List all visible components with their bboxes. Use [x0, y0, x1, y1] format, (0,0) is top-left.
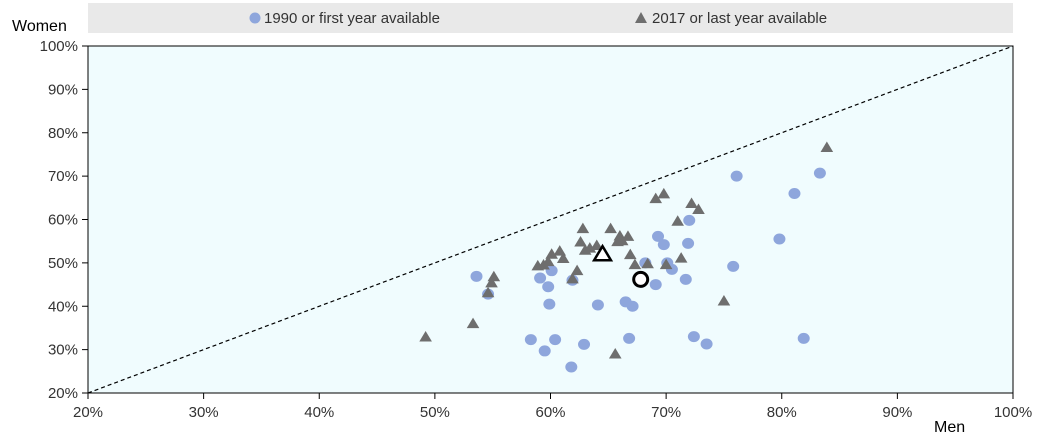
y-axis-title: Women — [12, 18, 67, 35]
point-2017 — [576, 222, 590, 234]
point-2017 — [820, 141, 834, 152]
point-1990 — [797, 332, 810, 344]
point-2017 — [623, 248, 637, 260]
y-tick-label: 20% — [48, 385, 78, 402]
point-1990 — [682, 237, 695, 249]
point-1990 — [538, 345, 551, 357]
point-1990 — [652, 230, 665, 242]
point-1990 — [543, 298, 556, 310]
average-2017-marker — [591, 243, 614, 262]
point-1990 — [578, 338, 591, 350]
point-1990 — [679, 273, 692, 285]
legend-marker-1990 — [249, 12, 261, 24]
point-1990 — [649, 279, 662, 291]
x-axis-title: Men — [934, 419, 965, 436]
legend-label-2017: 2017 or last year available — [652, 10, 827, 27]
y-tick-label: 60% — [48, 212, 78, 229]
point-2017 — [485, 276, 498, 288]
point-2017 — [466, 317, 480, 329]
point-1990 — [773, 233, 786, 245]
point-1990 — [565, 361, 578, 373]
point-2017 — [621, 230, 635, 241]
point-2017 — [615, 234, 629, 246]
legend-label-1990: 1990 or first year available — [264, 10, 440, 27]
point-1990 — [524, 334, 537, 346]
x-tick-label: 50% — [420, 404, 450, 421]
point-2017 — [487, 270, 501, 282]
x-tick-label: 60% — [535, 404, 565, 421]
point-1990 — [470, 270, 483, 282]
legend-background — [88, 3, 1013, 33]
x-tick-label: 100% — [994, 404, 1032, 421]
point-1990 — [623, 332, 636, 344]
point-2017 — [553, 245, 567, 256]
points-layer — [419, 141, 834, 373]
point-2017 — [419, 331, 432, 342]
point-2017 — [604, 222, 617, 234]
y-tick-label: 80% — [48, 125, 78, 142]
point-1990 — [687, 331, 700, 343]
point-2017 — [657, 187, 671, 199]
x-tick-label: 80% — [767, 404, 797, 421]
point-2017 — [717, 295, 731, 306]
y-tick-label: 100% — [40, 38, 78, 55]
point-1990 — [813, 167, 826, 179]
x-tick-label: 20% — [73, 404, 103, 421]
point-2017 — [590, 239, 604, 251]
x-tick-label: 70% — [651, 404, 681, 421]
legend-marker-2017 — [635, 12, 647, 23]
point-2017 — [566, 272, 579, 284]
y-tick-label: 40% — [48, 298, 78, 315]
point-1990 — [549, 334, 562, 346]
point-2017 — [671, 215, 684, 226]
point-2017 — [649, 192, 663, 204]
point-1990 — [591, 299, 604, 311]
point-1990 — [727, 260, 740, 272]
x-tick-label: 90% — [882, 404, 912, 421]
reference-line-layer — [87, 45, 1014, 394]
y-tick-label: 30% — [48, 342, 78, 359]
point-1990 — [657, 239, 670, 251]
y-tick-label: 90% — [48, 81, 78, 98]
point-1990 — [626, 300, 639, 312]
x-tick-label: 30% — [189, 404, 219, 421]
point-2017 — [541, 255, 555, 267]
point-1990 — [542, 281, 555, 293]
point-2017 — [685, 197, 698, 208]
y-tick-label: 70% — [48, 168, 78, 185]
reference-line — [87, 45, 1014, 394]
point-2017 — [574, 236, 587, 247]
point-2017 — [659, 258, 673, 270]
point-1990 — [700, 338, 713, 350]
point-2017 — [481, 286, 495, 298]
point-2017 — [570, 264, 584, 276]
point-2017 — [608, 347, 622, 359]
point-2017 — [692, 203, 705, 215]
x-tick-label: 40% — [304, 404, 334, 421]
y-tick-label: 50% — [48, 255, 78, 272]
ticks-layer: 20% 30% 40% 50% 60% 70% 80% 90% 100% 20% 30% 40% 50%… — [40, 38, 1033, 421]
point-2017 — [628, 258, 642, 270]
average-1990-marker — [632, 270, 650, 288]
point-2017 — [674, 252, 688, 263]
point-2017 — [545, 248, 558, 259]
point-2017 — [556, 252, 570, 264]
point-1990 — [730, 170, 743, 182]
point-2017 — [641, 257, 654, 269]
point-1990 — [788, 187, 801, 199]
point-1990 — [534, 272, 547, 284]
point-1990 — [683, 214, 696, 226]
